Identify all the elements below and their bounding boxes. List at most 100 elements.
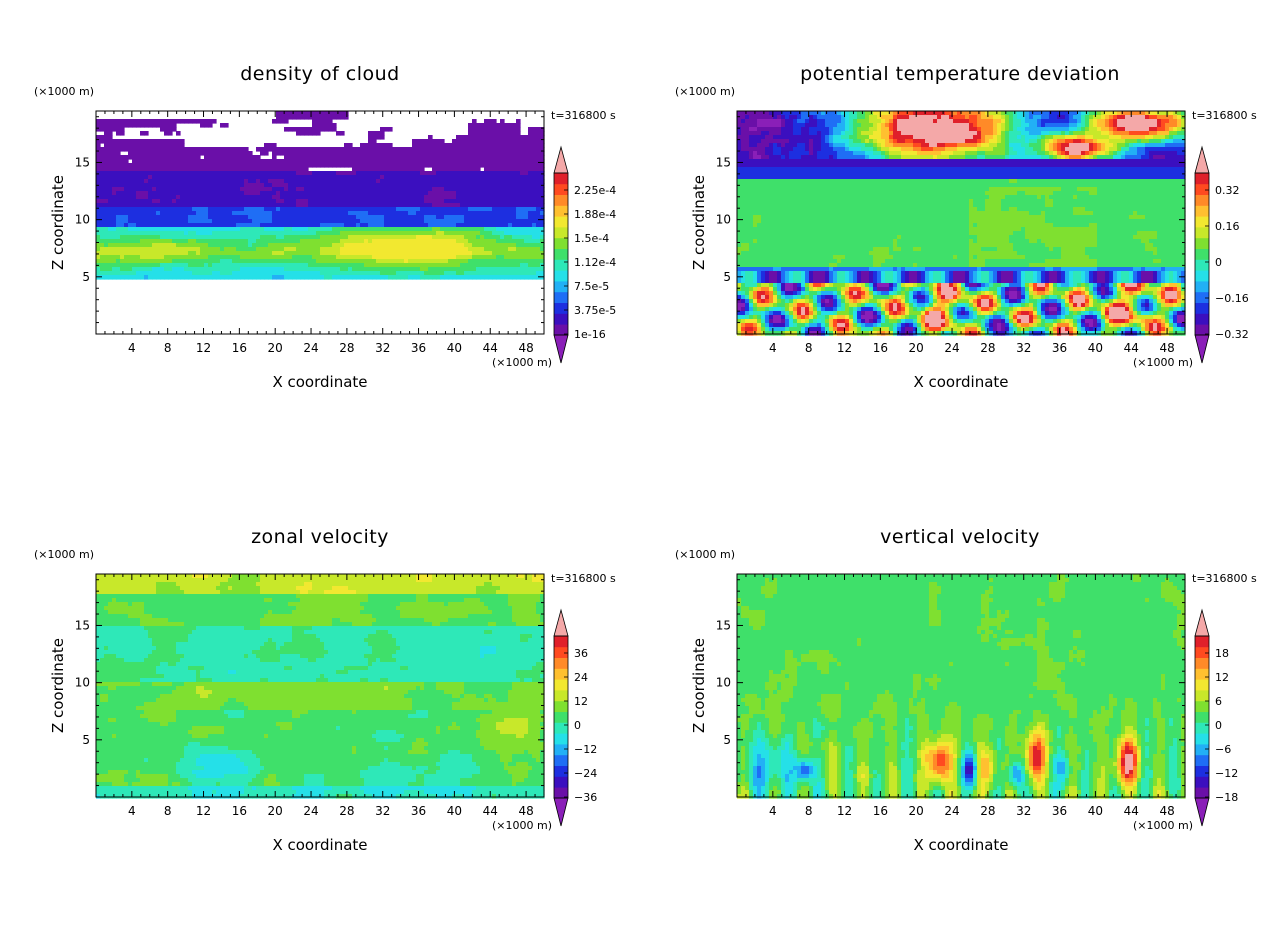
heatmap-cell xyxy=(420,199,425,204)
heatmap-cell xyxy=(344,183,349,188)
heatmap-cell xyxy=(116,275,121,280)
heatmap-cell xyxy=(288,199,293,204)
heatmap-cell xyxy=(212,227,217,232)
heatmap-cell xyxy=(360,271,365,276)
heatmap-cell xyxy=(516,215,521,220)
heatmap-cell xyxy=(160,223,165,228)
heatmap-cell xyxy=(372,167,377,172)
heatmap-cell xyxy=(284,267,289,272)
heatmap-cell xyxy=(168,179,173,184)
heatmap-cell xyxy=(785,191,790,196)
heatmap-cell xyxy=(396,167,401,172)
heatmap-cell xyxy=(737,143,742,148)
heatmap-cell xyxy=(496,215,501,220)
heatmap-cell xyxy=(532,275,537,280)
heatmap-cell xyxy=(164,247,169,252)
heatmap-cell xyxy=(268,259,273,264)
heatmap-cell xyxy=(765,155,770,160)
heatmap-cell xyxy=(412,155,417,160)
heatmap-cell xyxy=(777,331,782,336)
heatmap-cell xyxy=(216,247,221,252)
heatmap-cell xyxy=(456,183,461,188)
heatmap-cell xyxy=(328,235,333,240)
heatmap-cell xyxy=(765,191,770,196)
heatmap-cell xyxy=(749,223,754,228)
heatmap-cell xyxy=(292,247,297,252)
heatmap-cell xyxy=(196,263,201,268)
heatmap-cell xyxy=(516,143,521,148)
heatmap-cell xyxy=(749,303,754,308)
heatmap-cell xyxy=(256,271,261,276)
heatmap-cell xyxy=(208,183,213,188)
heatmap-cell xyxy=(424,159,429,164)
heatmap-cell xyxy=(388,271,393,276)
heatmap-cell xyxy=(480,171,485,176)
heatmap-cell xyxy=(384,163,389,168)
heatmap-cell xyxy=(204,207,209,212)
heatmap-cell xyxy=(420,171,425,176)
heatmap-cell xyxy=(400,215,405,220)
heatmap-cell xyxy=(500,167,505,172)
heatmap-cell xyxy=(448,191,453,196)
heatmap-cell xyxy=(112,143,117,148)
heatmap-cell xyxy=(248,191,253,196)
heatmap-cell xyxy=(536,251,541,256)
heatmap-cell xyxy=(464,267,469,272)
heatmap-cell xyxy=(152,171,157,176)
heatmap-cell xyxy=(765,119,770,124)
heatmap-cell xyxy=(737,327,742,332)
heatmap-cell xyxy=(216,187,221,192)
heatmap-cell xyxy=(176,271,181,276)
heatmap-cell xyxy=(460,227,465,232)
heatmap-cell xyxy=(765,179,770,184)
heatmap-cell xyxy=(264,171,269,176)
heatmap-cell xyxy=(260,163,265,168)
heatmap-cell xyxy=(112,183,117,188)
heatmap-cell xyxy=(184,263,189,268)
heatmap-cell xyxy=(336,259,341,264)
heatmap-cell xyxy=(256,223,261,228)
heatmap-cell xyxy=(440,203,445,208)
heatmap-cell xyxy=(296,255,301,260)
heatmap-cell xyxy=(152,255,157,260)
heatmap-cell xyxy=(328,215,333,220)
heatmap-cell xyxy=(396,275,401,280)
heatmap-cell xyxy=(156,179,161,184)
heatmap-cell xyxy=(396,191,401,196)
heatmap-cell xyxy=(148,263,153,268)
heatmap-cell xyxy=(328,199,333,204)
heatmap-cell xyxy=(372,227,377,232)
heatmap-cell xyxy=(428,227,433,232)
heatmap-cell xyxy=(424,235,429,240)
heatmap-cell xyxy=(536,271,541,276)
heatmap-cell xyxy=(769,219,774,224)
heatmap-cell xyxy=(380,227,385,232)
heatmap-cell xyxy=(520,267,525,272)
heatmap-cell xyxy=(100,123,105,128)
heatmap-cell xyxy=(464,171,469,176)
heatmap-cell xyxy=(504,235,509,240)
heatmap-cell xyxy=(192,187,197,192)
heatmap-cell xyxy=(176,179,181,184)
heatmap-cell xyxy=(324,203,329,208)
heatmap-cell xyxy=(368,199,373,204)
heatmap-cell xyxy=(180,247,185,252)
heatmap-cell xyxy=(296,179,301,184)
heatmap-cell xyxy=(508,267,513,272)
heatmap-cell xyxy=(232,207,237,212)
heatmap-cell xyxy=(120,203,125,208)
heatmap-cell xyxy=(324,155,329,160)
heatmap-cell xyxy=(500,271,505,276)
heatmap-cell xyxy=(785,235,790,240)
heatmap-cell xyxy=(464,199,469,204)
heatmap-cell xyxy=(484,175,489,180)
heatmap-cell xyxy=(440,263,445,268)
heatmap-cell xyxy=(104,227,109,232)
heatmap-cell xyxy=(428,179,433,184)
heatmap-cell xyxy=(753,131,758,136)
heatmap-cell xyxy=(124,119,129,124)
heatmap-cell xyxy=(468,195,473,200)
heatmap-cell xyxy=(769,279,774,284)
heatmap-cell xyxy=(108,175,113,180)
heatmap-cell xyxy=(757,187,762,192)
